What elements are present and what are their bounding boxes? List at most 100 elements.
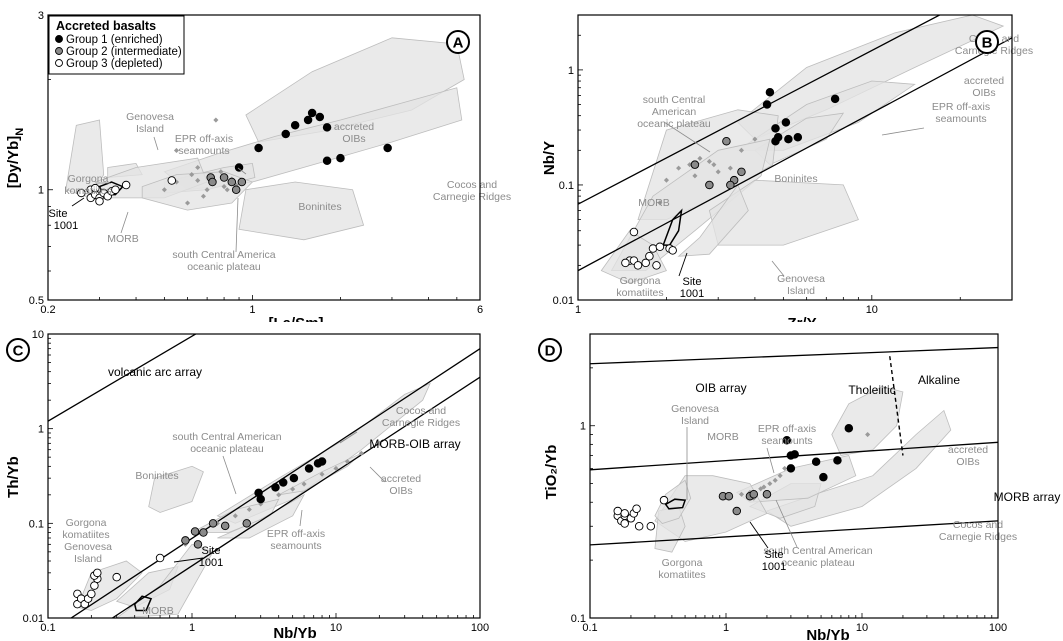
data-point-small [213, 117, 219, 123]
data-point-group3 [93, 568, 102, 578]
field-label: OIB array [695, 381, 746, 395]
site-label: 1001 [199, 557, 223, 569]
data-point-group1 [289, 473, 299, 483]
field-label: south Central American [763, 545, 872, 557]
data-point-group1 [254, 143, 263, 153]
field-label: EPR off-axis [932, 101, 990, 113]
data-point-group3 [621, 258, 630, 268]
plot-area [48, 334, 480, 618]
field-label: MORB-OIB array [369, 437, 460, 451]
data-point-group2 [237, 177, 247, 187]
data-point-group3 [652, 261, 661, 270]
data-point-group2 [208, 177, 217, 187]
data-point-group1 [281, 129, 290, 139]
data-point-group2 [705, 180, 714, 190]
data-point-group3 [121, 180, 131, 190]
field-label: accreted [381, 473, 421, 485]
data-point-group2 [220, 521, 230, 531]
legend-item: Group 2 (intermediate) [66, 46, 182, 58]
field-label: Boninites [135, 470, 178, 482]
field-label: MORB array [994, 490, 1061, 504]
field-label: accreted [964, 75, 1004, 87]
field-label: south Central [643, 94, 705, 106]
field-label: MORB [107, 233, 139, 245]
x-tick-label: 1 [189, 622, 195, 634]
plot-frame [577, 14, 1013, 301]
data-point-group1 [762, 100, 772, 109]
data-point-group3 [620, 519, 629, 528]
y-axis-label: Th/Yb [5, 456, 22, 498]
data-point-small [697, 155, 703, 161]
field-label: seamounts [178, 145, 229, 157]
array-line-0 [590, 346, 998, 365]
y-tick-label: 0.01 [553, 295, 574, 307]
data-point-group3 [111, 185, 120, 194]
leader-line [775, 499, 798, 548]
array-line-1 [578, 37, 1012, 272]
field-label: oceanic plateau [190, 443, 264, 455]
field-label: EPR off-axis [267, 528, 325, 540]
field-label: Cocos and [396, 405, 446, 417]
leader-line [120, 211, 129, 234]
site-label: 1001 [762, 561, 786, 573]
data-point-small [761, 484, 767, 490]
field-label: Boninites [774, 173, 817, 185]
leader-line [369, 466, 386, 483]
data-point-group1 [303, 115, 313, 125]
site-1001-outline [133, 595, 153, 612]
data-point-small [727, 165, 733, 171]
panel-letter-badge [6, 338, 30, 362]
field-label: OIBs [972, 87, 995, 99]
data-point-group1 [271, 483, 280, 492]
field-label: MORB [142, 605, 174, 617]
data-point-small [221, 184, 227, 190]
data-point-group1 [315, 112, 325, 122]
data-point-small [706, 158, 712, 165]
x-tick-label: 100 [471, 622, 489, 634]
data-point-small [358, 450, 364, 456]
data-point-small [195, 177, 201, 184]
data-point-group1 [784, 134, 793, 144]
x-tick-label: 0.1 [40, 622, 55, 634]
data-point-group1 [830, 94, 840, 104]
data-point-group2 [181, 536, 190, 545]
panel-letter-badge [446, 30, 470, 54]
x-axis-label: Nb/Yb [806, 627, 849, 641]
data-point-group1 [256, 494, 265, 504]
data-point-small [195, 164, 201, 171]
site-label: Site [683, 276, 702, 288]
site-leader-line [71, 197, 85, 207]
data-point-group1 [290, 121, 300, 130]
field-label: accreted [334, 121, 374, 133]
data-point-small [224, 187, 230, 193]
chart-panel-c: volcanic arc array Boninites south Central… [5, 329, 489, 641]
site-label: 1001 [54, 220, 78, 232]
data-point-group3 [645, 252, 654, 261]
field-label: komatiites [64, 185, 111, 197]
data-point-group3 [167, 176, 177, 185]
data-point-group3 [648, 244, 658, 253]
panel-letter: D [545, 343, 556, 360]
field-label: Island [681, 415, 709, 427]
field-label: Genovesa [126, 111, 174, 123]
data-point-group1 [833, 456, 842, 465]
field-label: Cocos and [953, 519, 1003, 531]
y-tick-label: 1 [38, 185, 44, 197]
y-axis-label-subscript: N [14, 128, 26, 136]
panel-letter-badge [975, 30, 999, 54]
field-label: OIBs [342, 133, 365, 145]
plot-area [578, 15, 1012, 284]
site-leader-line [173, 557, 204, 563]
data-point-group1 [234, 163, 244, 172]
field-label: Boninites [298, 201, 341, 213]
leader-line [222, 455, 237, 495]
legend-item: Group 3 (depleted) [66, 58, 163, 70]
leader-line [237, 167, 247, 175]
field-label: Cocos and [447, 179, 497, 191]
legend-box [48, 15, 185, 75]
data-point-group1 [278, 478, 288, 487]
field-label: EPR off-axis [758, 423, 816, 435]
plot-frame [589, 333, 999, 619]
field-label: OIBs [389, 485, 412, 497]
